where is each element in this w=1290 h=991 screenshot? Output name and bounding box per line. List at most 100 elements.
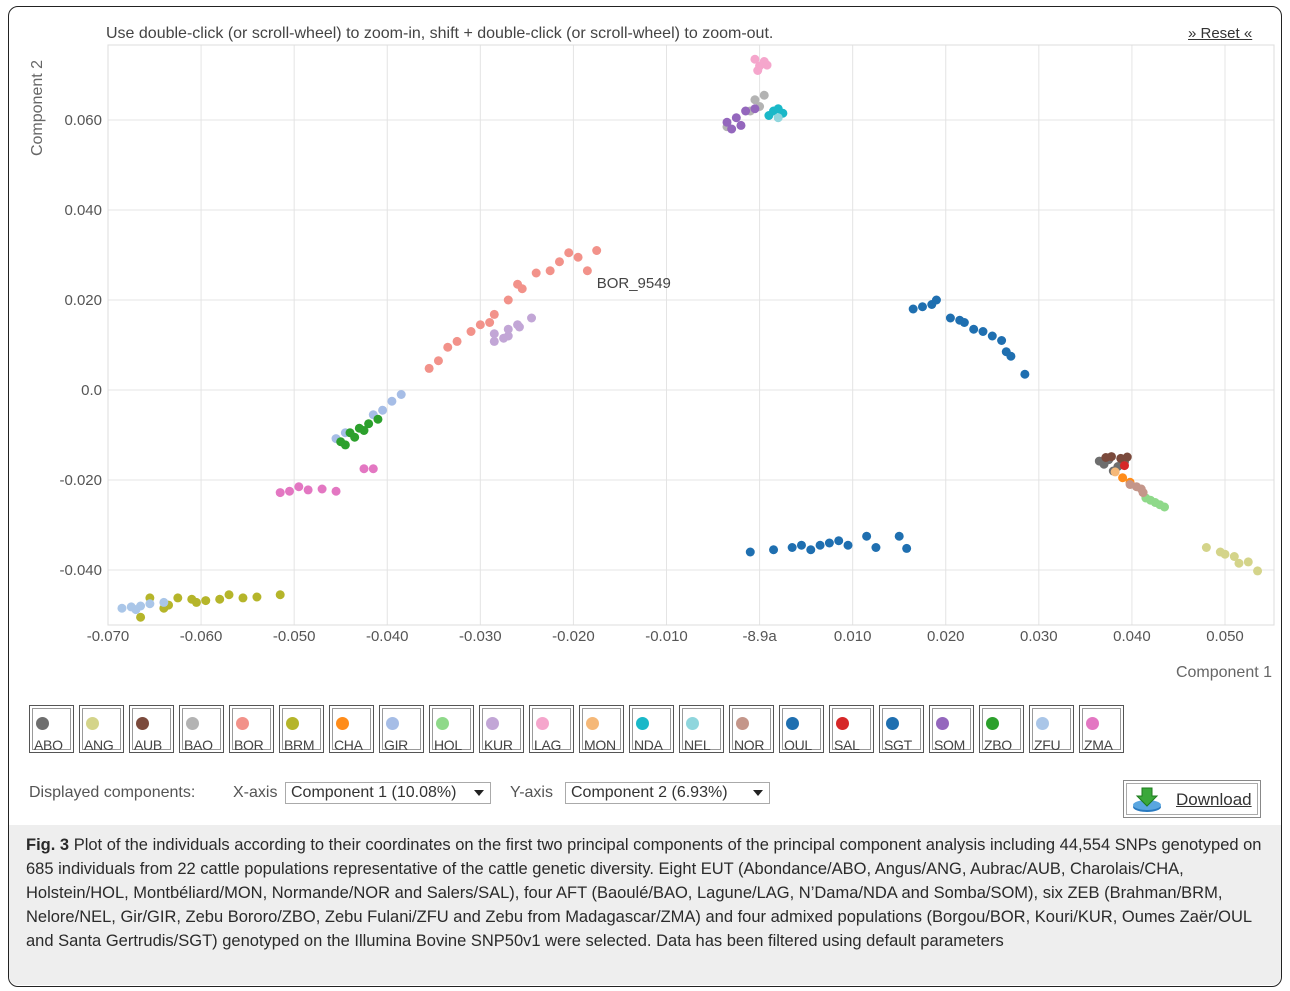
legend-item-zbo[interactable]: ZBO — [979, 705, 1024, 753]
legend-item-sal[interactable]: SAL — [829, 705, 874, 753]
legend-item-hol[interactable]: HOL — [429, 705, 474, 753]
point-bor[interactable] — [424, 363, 434, 373]
point-zbo[interactable] — [350, 432, 360, 442]
point-zma[interactable] — [331, 486, 341, 496]
point-oul[interactable] — [862, 531, 872, 541]
legend-item-abo[interactable]: ABO — [29, 705, 74, 753]
point-bor[interactable] — [485, 318, 495, 327]
point-gir[interactable] — [387, 396, 397, 406]
point-sgt[interactable] — [931, 295, 941, 305]
point-ang[interactable] — [1243, 557, 1253, 567]
legend-item-bao[interactable]: BAO — [179, 705, 224, 753]
point-ang[interactable] — [1229, 552, 1239, 561]
point-oul[interactable] — [769, 545, 779, 555]
point-ang[interactable] — [1253, 566, 1263, 576]
point-oul[interactable] — [796, 540, 806, 550]
point-brm[interactable] — [224, 590, 234, 600]
point-som[interactable] — [727, 124, 737, 134]
point-brm[interactable] — [136, 612, 146, 622]
point-zfu[interactable] — [131, 605, 141, 615]
point-brm[interactable] — [215, 594, 225, 604]
point-bor[interactable] — [475, 320, 485, 330]
point-zma[interactable] — [303, 485, 313, 495]
point-zma[interactable] — [275, 488, 285, 498]
point-aub[interactable] — [1101, 453, 1111, 462]
legend-item-sgt[interactable]: SGT — [879, 705, 924, 753]
point-gir[interactable] — [378, 405, 388, 415]
point-lag[interactable] — [753, 66, 763, 75]
legend-item-lag[interactable]: LAG — [529, 705, 574, 753]
point-lag[interactable] — [762, 60, 772, 70]
legend-item-ang[interactable]: ANG — [79, 705, 124, 753]
point-som[interactable] — [722, 117, 732, 127]
point-oul[interactable] — [824, 538, 834, 548]
point-oul[interactable] — [894, 531, 904, 541]
legend-item-bor[interactable]: BOR — [229, 705, 274, 753]
point-bor[interactable] — [443, 342, 453, 352]
point-ang[interactable] — [1201, 543, 1211, 552]
point-brm[interactable] — [191, 597, 201, 607]
point-sgt[interactable] — [917, 302, 927, 312]
point-sgt[interactable] — [1006, 351, 1016, 361]
point-bor[interactable] — [554, 257, 564, 267]
point-nor[interactable] — [1138, 488, 1148, 498]
point-zfu[interactable] — [145, 599, 155, 609]
point-kur[interactable] — [489, 336, 499, 346]
point-som[interactable] — [736, 120, 746, 130]
point-sal[interactable] — [1119, 461, 1129, 471]
point-bor[interactable] — [433, 356, 443, 366]
point-bao[interactable] — [750, 95, 760, 105]
point-sgt[interactable] — [978, 327, 988, 336]
point-hol[interactable] — [1146, 495, 1156, 505]
point-cha[interactable] — [1118, 473, 1128, 483]
point-kur[interactable] — [503, 331, 513, 341]
point-ang[interactable] — [1220, 549, 1230, 559]
point-bor[interactable] — [573, 252, 583, 262]
point-zbo[interactable] — [340, 440, 350, 450]
point-brm[interactable] — [201, 596, 211, 606]
point-zfu[interactable] — [159, 597, 169, 607]
legend-item-zfu[interactable]: ZFU — [1029, 705, 1074, 753]
legend-item-nor[interactable]: NOR — [729, 705, 774, 753]
reset-link[interactable]: » Reset « — [1188, 25, 1253, 42]
point-bor[interactable] — [513, 279, 523, 289]
point-kur[interactable] — [503, 324, 513, 334]
legend-item-oul[interactable]: OUL — [779, 705, 824, 753]
point-bao[interactable] — [759, 90, 769, 100]
point-bor[interactable] — [582, 266, 592, 276]
point-bor[interactable] — [545, 266, 555, 276]
legend-item-cha[interactable]: CHA — [329, 705, 374, 753]
point-bor[interactable] — [531, 268, 541, 278]
point-zma[interactable] — [359, 464, 369, 474]
point-oul[interactable] — [871, 543, 881, 552]
point-brm[interactable] — [275, 590, 285, 600]
point-sgt[interactable] — [959, 318, 969, 327]
point-nda[interactable] — [764, 111, 774, 120]
point-bor[interactable] — [489, 309, 499, 319]
point-oul[interactable] — [815, 540, 825, 550]
legend-item-brm[interactable]: BRM — [279, 705, 324, 753]
point-hol[interactable] — [1155, 500, 1165, 510]
legend-item-aub[interactable]: AUB — [129, 705, 174, 753]
point-sgt[interactable] — [1020, 369, 1030, 379]
point-som[interactable] — [741, 106, 751, 116]
point-brm[interactable] — [238, 593, 248, 603]
point-zma[interactable] — [317, 484, 327, 494]
legend-item-kur[interactable]: KUR — [479, 705, 524, 753]
point-bor[interactable] — [466, 327, 476, 336]
point-bor[interactable] — [564, 248, 574, 258]
point-kur[interactable] — [489, 329, 499, 339]
legend-item-zma[interactable]: ZMA — [1079, 705, 1124, 753]
point-zfu[interactable] — [117, 603, 127, 613]
point-bor[interactable] — [592, 246, 602, 255]
point-kur[interactable] — [527, 313, 537, 323]
legend-item-gir[interactable]: GIR — [379, 705, 424, 753]
point-oul[interactable] — [806, 545, 816, 555]
legend-item-nda[interactable]: NDA — [629, 705, 674, 753]
point-bor[interactable] — [452, 336, 462, 346]
point-oul[interactable] — [834, 536, 844, 546]
point-oul[interactable] — [902, 543, 912, 553]
point-lag[interactable] — [750, 54, 760, 64]
point-zma[interactable] — [285, 486, 295, 496]
legend-item-nel[interactable]: NEL — [679, 705, 724, 753]
